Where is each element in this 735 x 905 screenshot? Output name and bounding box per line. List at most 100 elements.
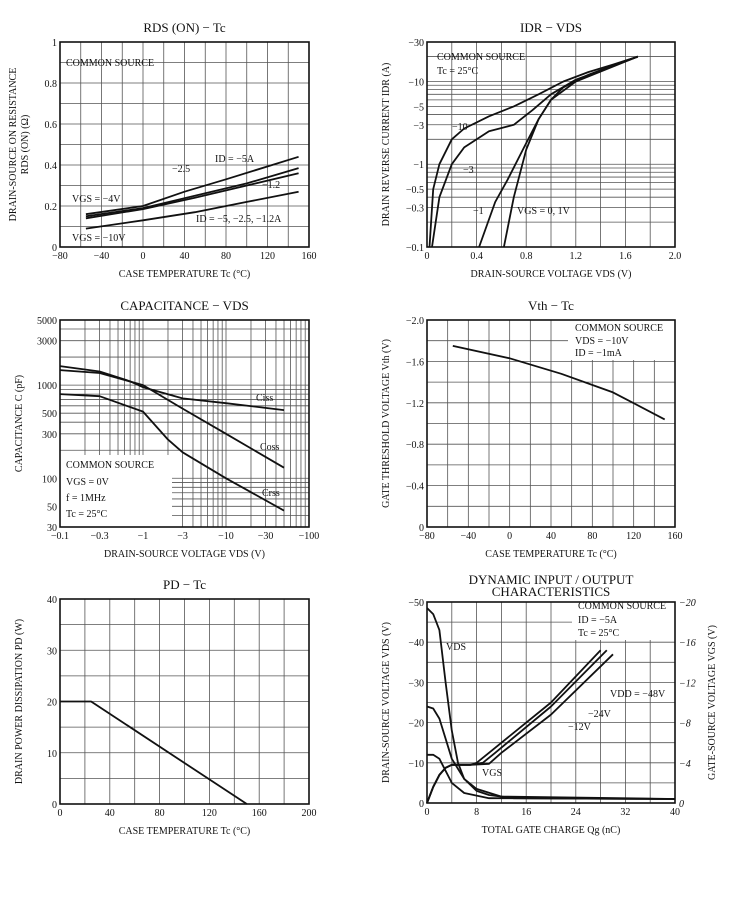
y2-tick-label: 0 [679,799,684,810]
y-tick-label: 10 [47,749,57,760]
y-tick-label: 1 [52,38,57,49]
chart-1: RDS (ON) − Tc −80 −40 0 40 80 120 160 0 0.2 0.4 0.6… [8,20,317,280]
series-line-6 [426,653,614,804]
y-tick-label: −30 [408,678,424,689]
chart-3: CAPACITANCE − VDS −0.1 −0.3 −1 −3 −10 −30 −100 3… [14,298,319,560]
x-tick-label: −40 [461,531,477,542]
x-tick-label: 120 [202,808,217,819]
y-tick-label: 5000 [37,316,57,327]
y-tick-label: 0.2 [45,202,58,213]
chart-title: DYNAMIC INPUT / OUTPUT [469,572,634,587]
series-line-2 [85,167,299,218]
x-tick-label: 160 [252,808,267,819]
series-label: Ciss [256,393,273,404]
y-axis-label: DRAIN-SOURCE VOLTAGE VDS (V) [381,622,392,783]
annotation: Tc = 25°C [578,628,619,639]
y-axis-label: CAPACITANCE C (pF) [14,375,25,472]
chart-2: IDR − VDS 0 0.4 0.8 1.2 1.6 2.0 −0.1 −0.3 −0.5 −1 −… [381,20,681,280]
series-label: −2.5 [172,164,190,175]
y-tick-label: 20 [47,698,57,709]
series-label: Coss [260,442,280,453]
y-tick-label: 0.8 [45,79,58,90]
annotation: ID = −5A [578,615,618,626]
annotation: Tc = 25°C [437,66,478,77]
annotation: COMMON SOURCE [66,460,154,471]
y-tick-label: 0 [52,800,57,811]
legend-box [572,602,675,640]
y-axis-label: DRAIN POWER DISSIPATION PD (W) [14,619,25,784]
x-tick-label: 120 [626,531,641,542]
y-axis-label: GATE THRESHOLD VOLTAGE Vth (V) [381,339,392,508]
series-line-3 [85,172,299,220]
series-label: −12V [568,722,592,733]
x-tick-label: −100 [299,531,320,542]
x-tick-label: −40 [94,251,110,262]
plot-frame [59,319,310,528]
x-tick-label: −80 [419,531,435,542]
x-tick-label: 80 [587,531,597,542]
y-tick-label: −50 [408,598,424,609]
x-tick-label: 0 [507,531,512,542]
plot-frame [426,319,676,528]
y-axis-label: DRAIN-SOURCE ON RESISTANCE [8,68,19,222]
annotation: VGS = −10V [72,233,126,244]
y-tick-label: −5 [413,102,424,113]
y-tick-label: 50 [47,502,57,513]
series-label: −10 [452,122,468,133]
x-tick-label: 200 [302,808,317,819]
series-label: Crss [262,488,280,499]
x-tick-label: 80 [221,251,231,262]
series-label: VGS = 0, 1V [517,206,571,217]
series-label: −1.2 [262,180,280,191]
x-axis-label: DRAIN-SOURCE VOLTAGE VDS (V) [104,549,265,560]
series-line-2 [426,705,676,800]
x-tick-label: −80 [52,251,68,262]
x-tick-label: 0 [58,808,63,819]
x-tick-label: 0.8 [520,251,533,262]
x-tick-label: 1.6 [619,251,632,262]
annotation: COMMON SOURCE [578,601,666,612]
x-axis-label: TOTAL GATE CHARGE Qg (nC) [482,825,621,836]
annotation: COMMON SOURCE [575,323,663,334]
annotation: ID = −1mA [575,348,623,359]
y-tick-label: 30 [47,646,57,657]
y2-tick-label: −12 [679,678,696,689]
y-tick-label: −1.2 [406,399,424,410]
y-tick-label: 300 [42,430,57,441]
series-label: −3 [463,165,474,176]
annotation: COMMON SOURCE [66,58,154,69]
annotation: VDS [446,642,466,653]
x-tick-label: −0.1 [51,531,69,542]
y-tick-label: −0.4 [406,482,424,493]
series-label: ID = −5A [215,154,255,165]
y-axis-label: DRAIN REVERSE CURRENT IDR (A) [381,63,392,227]
y-tick-label: 30 [47,523,57,534]
series-line-1 [60,700,248,805]
chart-subtitle: CHARACTERISTICS [492,584,610,599]
x-tick-label: 160 [668,531,683,542]
x-tick-label: 16 [521,807,531,818]
y-tick-label: 0.4 [45,161,58,172]
y2-tick-label: −4 [679,759,691,770]
y-tick-label: 0.6 [45,120,58,131]
y-tick-label: −1 [413,160,424,171]
y-tick-label: 1000 [37,381,57,392]
x-tick-label: 2.0 [669,251,682,262]
x-tick-label: 160 [302,251,317,262]
y-tick-label: 500 [42,409,57,420]
y2-tick-label: −8 [679,719,691,730]
y-tick-label: −20 [408,719,424,730]
x-tick-label: −30 [258,531,274,542]
series-line-1 [59,365,285,411]
x-tick-label: −1 [138,531,149,542]
x-axis-label: CASE TEMPERATURE Tc (°C) [119,269,251,280]
y2-tick-label: −16 [679,638,696,649]
series-label: ID = −5, −2.5, −1.2A [196,214,282,225]
annotation: Tc = 25°C [66,509,107,520]
y-tick-label: 0 [52,243,57,254]
series-line-4 [503,55,639,248]
series-line-3 [427,753,676,800]
series-label: −1 [473,206,484,217]
